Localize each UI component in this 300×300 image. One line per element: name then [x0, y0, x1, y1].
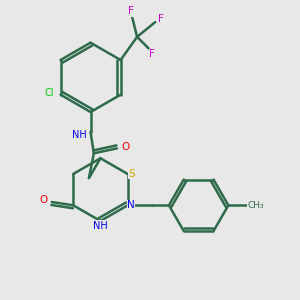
Text: Cl: Cl — [44, 88, 54, 98]
Text: F: F — [149, 49, 155, 59]
Text: F: F — [158, 14, 164, 24]
Text: N: N — [127, 200, 135, 210]
Text: O: O — [121, 142, 129, 152]
Text: S: S — [128, 169, 135, 179]
Text: CH₃: CH₃ — [248, 201, 264, 210]
Text: NH: NH — [72, 130, 86, 140]
Text: NH: NH — [93, 221, 108, 231]
Text: F: F — [128, 6, 134, 16]
Text: O: O — [39, 195, 48, 206]
